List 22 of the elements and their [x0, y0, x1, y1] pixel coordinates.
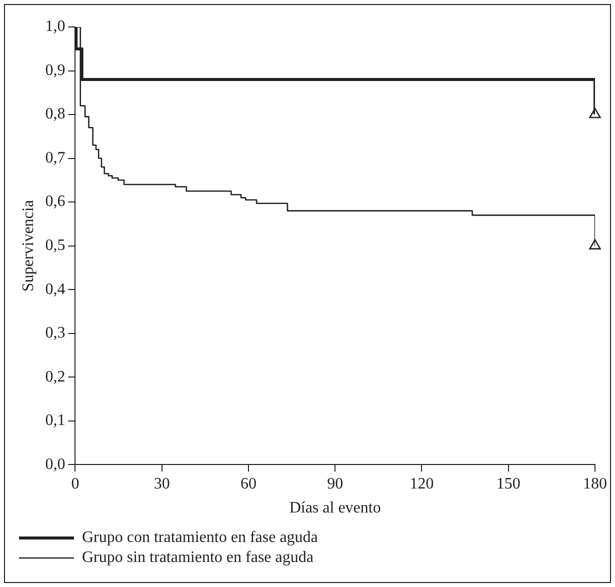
y-tick-label: 0,9	[45, 62, 66, 79]
y-axis-title: Supervivencia	[20, 200, 37, 292]
y-tick-label: 0,1	[45, 412, 66, 430]
legend-label: Grupo sin tratamiento en fase aguda	[82, 549, 314, 566]
x-tick-label: 60	[240, 475, 256, 492]
y-tick-label: 0,2	[45, 368, 66, 386]
y-tick-label: 0,3	[45, 324, 66, 342]
y-tick-label: 0,0	[45, 456, 66, 473]
x-tick-label: 30	[154, 475, 170, 492]
legend-label: Grupo con tratamiento en fase aguda	[82, 529, 318, 546]
y-tick-label: 0,5	[45, 237, 66, 254]
x-axis-title: Días al evento	[289, 500, 381, 517]
x-tick-label: 120	[410, 475, 434, 492]
y-tick-label: 0,4	[45, 280, 66, 298]
y-tick-label: 0,7	[45, 149, 66, 166]
x-tick-label: 0	[71, 475, 80, 492]
x-tick-label: 90	[327, 475, 344, 492]
y-tick-label: 0,6	[45, 193, 66, 210]
y-tick-label: 0,8	[45, 106, 66, 123]
x-tick-label: 150	[496, 475, 520, 492]
y-tick-label: 1,0	[45, 18, 66, 36]
x-tick-label: 180	[583, 475, 607, 492]
